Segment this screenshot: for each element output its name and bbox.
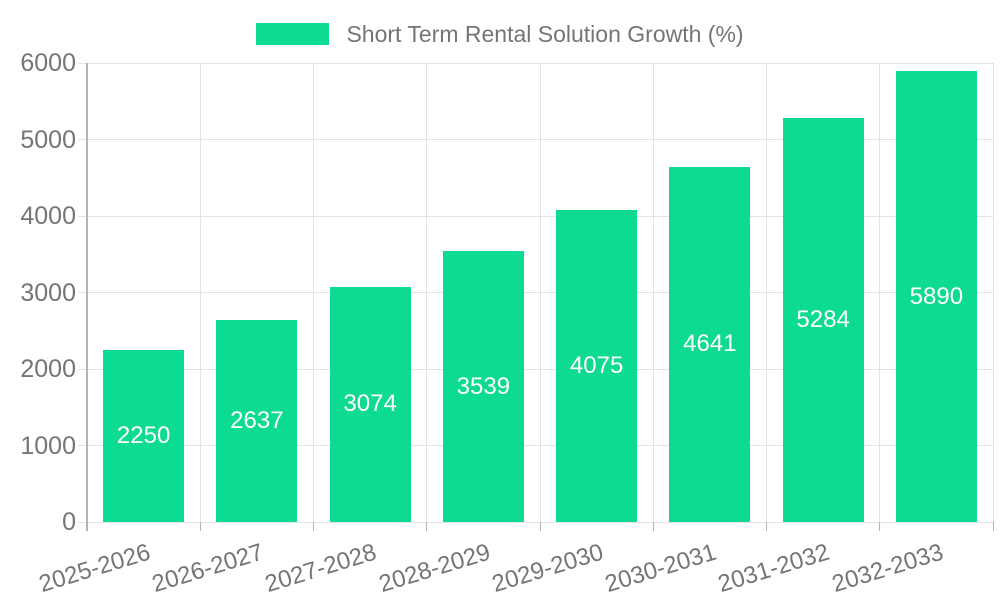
x-tick — [992, 522, 994, 531]
x-tick — [652, 522, 654, 531]
bar-value-label: 4075 — [569, 352, 624, 380]
gridline-vertical — [992, 63, 994, 522]
y-tick — [78, 139, 87, 140]
bar-value-label: 3074 — [343, 390, 397, 418]
y-tick — [78, 62, 87, 64]
y-tick — [78, 521, 87, 523]
y-axis-label: 0 — [62, 508, 76, 536]
bar-value-label: 5890 — [909, 282, 964, 310]
x-tick — [766, 522, 767, 531]
gridline-vertical — [199, 63, 201, 522]
y-tick — [78, 215, 87, 217]
bar-value-label: 3539 — [456, 372, 511, 400]
gridline-vertical — [766, 63, 767, 522]
x-tick — [426, 522, 428, 531]
y-tick — [78, 368, 87, 370]
x-tick — [199, 522, 201, 531]
bar-value-label: 2637 — [230, 407, 284, 435]
legend-swatch — [256, 23, 330, 45]
bar-value-label: 2250 — [116, 421, 171, 449]
plot-area: 2250 2025-2026 2637 2026-2027 3074 2027-2028 3… — [36, 62, 994, 598]
y-axis-label: 1000 — [20, 431, 76, 460]
gridline-vertical — [652, 63, 654, 522]
bar-value-label: 4641 — [683, 330, 737, 358]
gridline-vertical — [539, 63, 541, 522]
gridline-vertical — [426, 63, 428, 522]
y-axis-label: 2000 — [20, 355, 76, 383]
bar[interactable] — [895, 71, 977, 522]
y-axis-label: 4000 — [20, 202, 76, 230]
bar[interactable] — [669, 166, 751, 522]
y-axis-label: 5000 — [20, 125, 76, 154]
bar[interactable] — [782, 117, 864, 522]
y-tick — [78, 292, 87, 293]
bar[interactable] — [329, 286, 411, 522]
y-axis-line — [86, 63, 88, 531]
gridline-vertical — [313, 63, 314, 522]
y-tick — [78, 445, 87, 446]
bar[interactable] — [556, 210, 638, 522]
bar[interactable] — [216, 320, 298, 522]
bar[interactable] — [442, 251, 524, 522]
legend-label: Short Term Rental Solution Growth (%) — [346, 20, 744, 47]
x-axis-label: 2032-2033 — [702, 538, 947, 598]
x-tick — [879, 522, 881, 531]
bar-value-label: 5284 — [796, 305, 850, 333]
x-tick — [313, 522, 314, 531]
x-axis-label-text: 2032-2033 — [828, 538, 947, 598]
chart-legend: Short Term Rental Solution Growth (%) — [0, 20, 1000, 47]
y-axis-label: 3000 — [20, 278, 76, 307]
y-axis-label: 6000 — [20, 49, 76, 77]
x-tick — [539, 522, 541, 531]
bar[interactable] — [103, 349, 185, 522]
gridline-vertical — [879, 63, 881, 522]
